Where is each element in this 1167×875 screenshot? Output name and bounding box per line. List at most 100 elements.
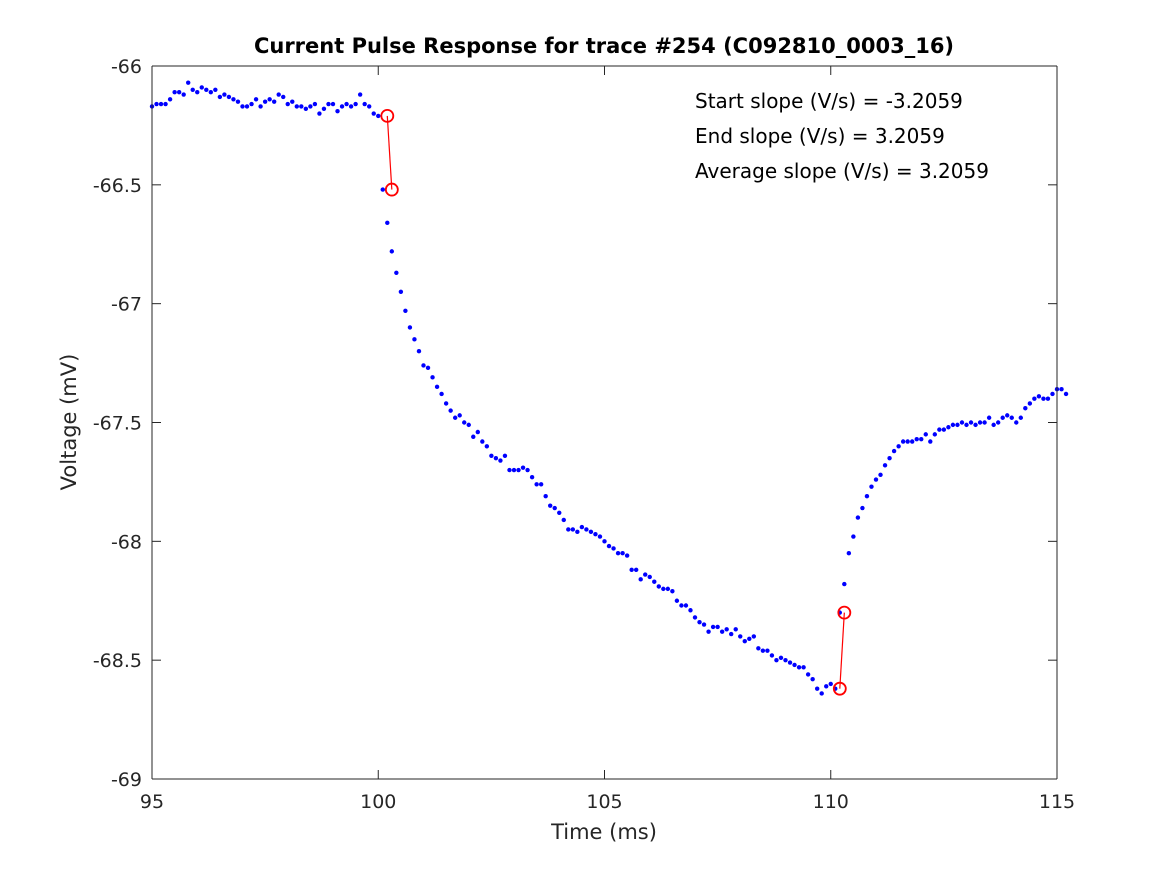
data-point: [923, 432, 928, 437]
data-point: [932, 432, 938, 437]
data-point: [240, 104, 245, 109]
slope-marker: [837, 605, 852, 620]
data-point: [285, 101, 290, 107]
data-point: [267, 97, 272, 102]
data-point: [774, 657, 779, 663]
data-point: [959, 420, 965, 425]
plot-area: [152, 66, 1057, 779]
x-tick-label: 110: [813, 791, 849, 813]
data-point: [661, 586, 666, 592]
data-point: [507, 467, 512, 473]
data-point: [891, 448, 897, 454]
data-point: [258, 104, 263, 109]
data-point: [647, 574, 652, 580]
data-point: [430, 375, 435, 380]
annotation-end-slope: End slope (V/s) = 3.2059: [695, 124, 945, 148]
data-point: [982, 420, 987, 425]
data-point: [986, 415, 992, 420]
data-point: [235, 99, 241, 104]
data-point: [502, 453, 508, 458]
data-point: [995, 420, 1001, 425]
annotation-average-slope: Average slope (V/s) = 3.2059: [695, 159, 989, 183]
data-point: [353, 101, 358, 107]
data-point: [638, 577, 643, 582]
data-point: [765, 648, 770, 653]
data-point: [593, 532, 598, 537]
data-point: [407, 325, 413, 330]
data-point: [294, 104, 299, 109]
data-point: [520, 465, 526, 470]
y-axis-title: Voltage (mV): [57, 354, 81, 491]
data-point: [213, 87, 218, 92]
data-point: [1005, 413, 1010, 418]
data-point: [489, 453, 494, 458]
marker-layer: [380, 109, 852, 696]
data-point: [466, 422, 471, 428]
y-tick-label: -68.5: [93, 650, 142, 672]
slope-marker: [380, 109, 395, 123]
data-point: [670, 589, 675, 594]
data-point: [697, 619, 702, 625]
data-point: [719, 629, 725, 634]
data-point: [1023, 406, 1028, 411]
data-point: [584, 527, 589, 532]
data-point: [398, 289, 404, 294]
data-point: [330, 101, 336, 107]
data-point: [1009, 415, 1014, 420]
data-point: [778, 655, 784, 660]
data-point: [552, 505, 557, 511]
data-point: [249, 101, 254, 107]
data-point: [611, 546, 616, 551]
data-point: [471, 434, 476, 439]
data-point: [529, 474, 535, 480]
data-point: [575, 529, 580, 535]
chart-title: Current Pulse Response for trace #254 (C…: [254, 34, 954, 58]
slope-line: [386, 115, 393, 190]
data-point: [484, 444, 490, 449]
data-point: [701, 622, 707, 627]
data-point: [339, 104, 345, 109]
data-point: [167, 97, 173, 102]
data-point: [900, 439, 906, 444]
data-point: [919, 436, 924, 442]
data-point: [299, 104, 304, 109]
data-point: [195, 89, 200, 95]
data-point: [385, 220, 390, 226]
data-point: [824, 684, 829, 689]
data-point: [792, 662, 797, 668]
data-point: [828, 681, 833, 687]
data-point: [633, 567, 639, 573]
data-point: [842, 581, 847, 587]
data-point: [317, 111, 322, 116]
data-point: [475, 429, 480, 435]
x-tick-label: 100: [360, 791, 396, 813]
data-point: [154, 101, 159, 107]
data-point: [1014, 420, 1019, 425]
data-point: [376, 113, 381, 119]
data-point: [937, 427, 942, 432]
data-point: [810, 676, 815, 682]
data-point: [548, 503, 553, 508]
data-point: [665, 586, 671, 592]
data-point: [443, 401, 449, 406]
data-point: [371, 111, 376, 116]
data-point: [1063, 391, 1069, 397]
data-point: [312, 101, 318, 107]
data-point: [873, 477, 879, 482]
y-tick-label: -69: [111, 769, 142, 791]
y-tick-label: -66: [111, 56, 142, 78]
data-point: [217, 94, 223, 100]
data-point: [674, 598, 680, 603]
data-point: [516, 467, 521, 473]
data-point: [186, 80, 191, 85]
data-point: [656, 584, 661, 589]
slope-marker: [384, 182, 399, 197]
data-point: [738, 634, 743, 639]
data-point: [882, 463, 888, 468]
data-point: [905, 439, 910, 444]
x-tick-label: 105: [586, 791, 622, 813]
data-point: [543, 493, 548, 499]
data-point: [941, 427, 947, 432]
data-point: [783, 657, 788, 663]
